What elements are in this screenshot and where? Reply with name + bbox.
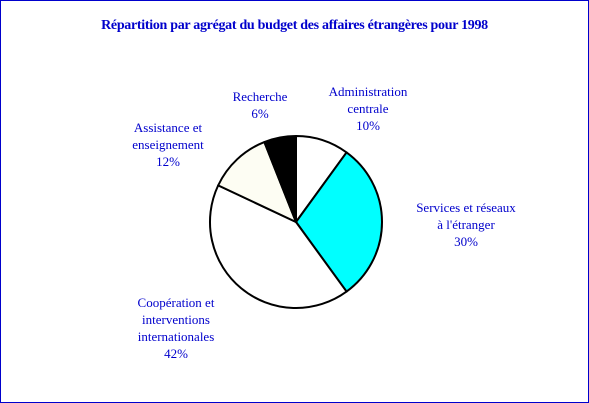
- slice-percent: 10%: [356, 118, 380, 133]
- slice-percent: 12%: [156, 154, 180, 169]
- slice-label-line: centrale: [347, 101, 389, 116]
- slice-label-line: Assistance et: [133, 120, 203, 135]
- pie-slice-services-et-reseaux-a-l-etranger: [295, 151, 383, 293]
- slice-label-line: Administration: [328, 84, 408, 99]
- slice-label-line: Recherche: [232, 89, 288, 104]
- slice-label-line: Services et réseaux: [416, 200, 516, 215]
- slice-label-line: à l'étranger: [437, 217, 495, 232]
- slice-label-line: interventions: [142, 312, 210, 327]
- slice-label-recherche: Recherche 6%: [215, 88, 305, 122]
- pie-slice-cooperation-et-interventions-internationales: [208, 184, 348, 310]
- chart-title: Répartition par agrégat du budget des af…: [101, 18, 488, 33]
- slice-label-assistance-enseignement: Assistance et enseignement 12%: [113, 119, 223, 170]
- slice-label-cooperation: Coopération et interventions internation…: [116, 294, 236, 362]
- slice-label-line: enseignement: [132, 137, 204, 152]
- slice-label-administration-centrale: Administration centrale 10%: [313, 83, 423, 134]
- slice-label-line: Coopération et: [137, 295, 215, 310]
- pie-slice-recherche: [263, 135, 297, 223]
- slice-percent: 6%: [251, 106, 269, 121]
- slice-label-line: internationales: [137, 329, 215, 344]
- slice-percent: 30%: [454, 234, 478, 249]
- pie-slice-assistance-et-enseignement: [217, 141, 297, 223]
- slice-label-services-reseaux: Services et réseaux à l'étranger 30%: [401, 199, 531, 250]
- slice-percent: 42%: [164, 346, 188, 361]
